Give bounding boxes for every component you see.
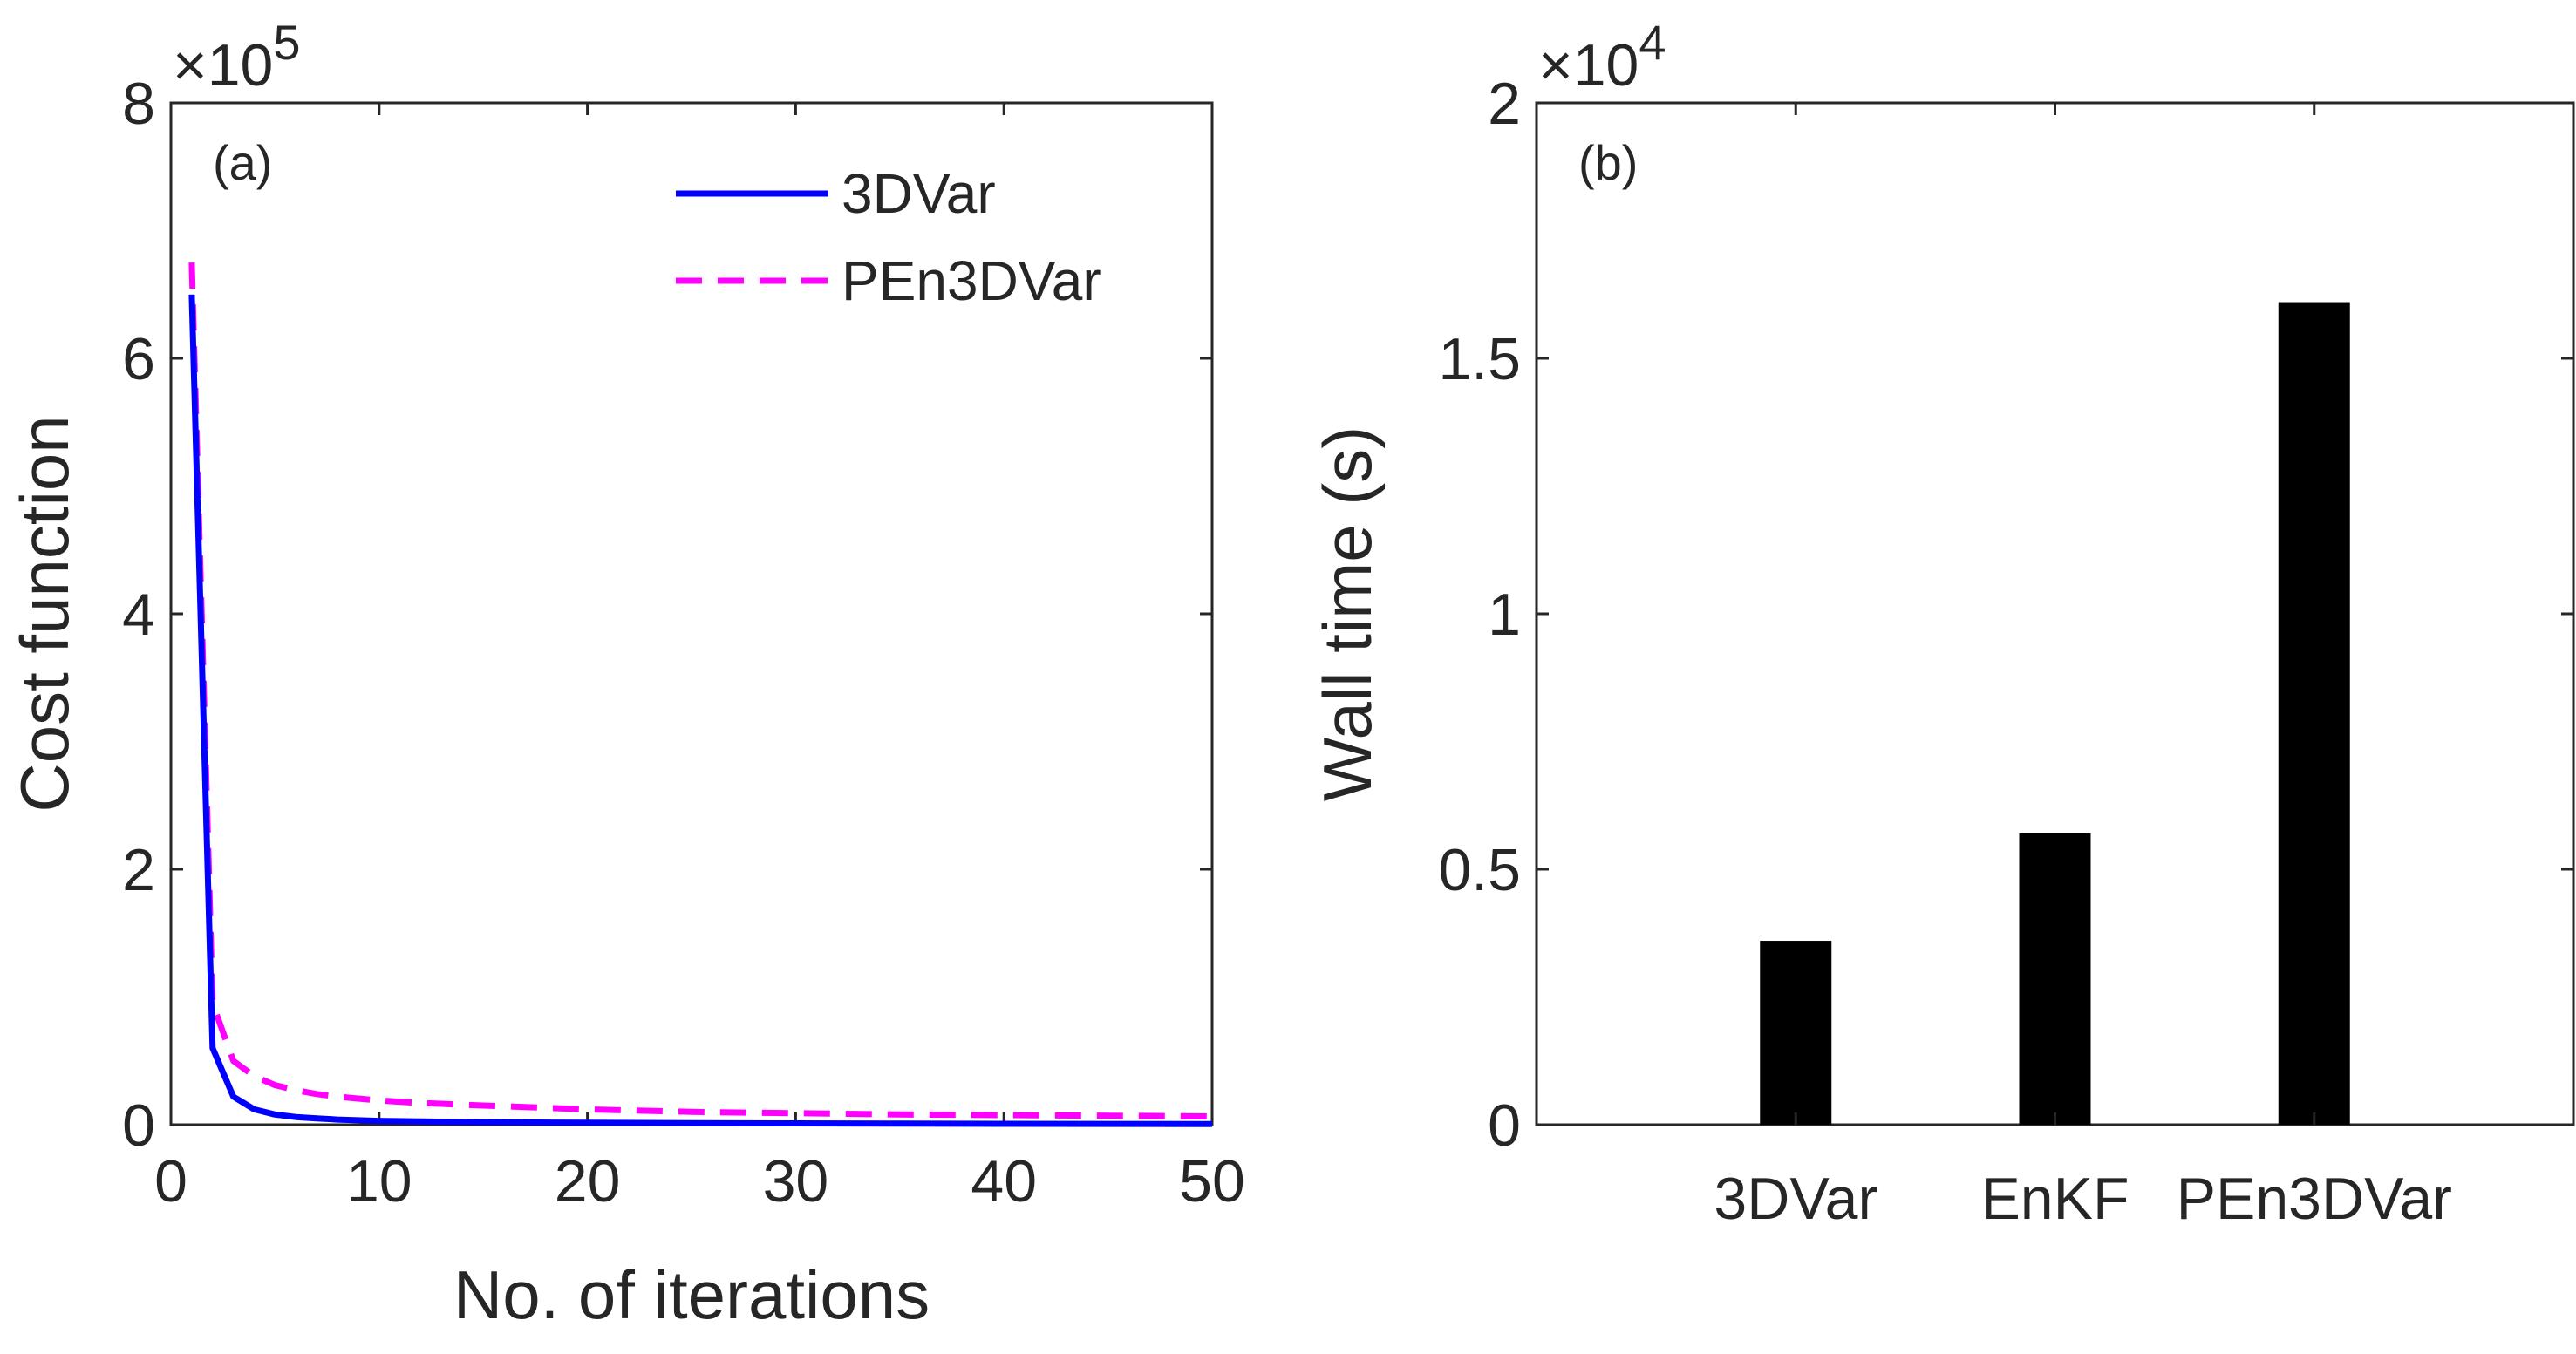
y-exponent-power: 5: [273, 15, 300, 70]
y-tick-label: 0.5: [1438, 837, 1521, 903]
x-axis-label: No. of iterations: [453, 1256, 930, 1333]
y-tick-label: 0: [122, 1092, 155, 1159]
category-label: EnKF: [1980, 1166, 2129, 1232]
x-tick-label: 50: [1179, 1148, 1245, 1215]
y-tick-label: 6: [122, 326, 155, 392]
panel-b-bar-chart: 0 0.5 1 1.5 2 ×104 Wall time (s) (b) 3DVar EnKF PE…: [1309, 15, 2575, 1232]
y-tick-label: 4: [122, 582, 155, 648]
panel-a-line-chart: 0 2 4 6 8 ×105 Cost function (a) 0 10 20 30 40 50 No. …: [6, 15, 1245, 1333]
x-tick-label: 30: [763, 1148, 829, 1215]
x-tick-label: 0: [154, 1148, 187, 1215]
y-tick-label: 2: [122, 837, 155, 903]
legend-label: 3DVar: [842, 162, 996, 225]
y-exponent-base: ×10: [173, 32, 273, 99]
legend-label: PEn3DVar: [842, 249, 1101, 312]
y-tick-label: 1.5: [1438, 326, 1521, 392]
series-line-3dvar: [188, 294, 1213, 1127]
y-tick-label: 0: [1488, 1092, 1521, 1159]
panel-label: (a): [213, 135, 272, 190]
series-line-pen3dvar: [188, 262, 1213, 1119]
y-exponent-label: ×105: [173, 15, 301, 99]
panel-label: (b): [1578, 135, 1638, 190]
bar-3dvar: [1760, 941, 1832, 1125]
x-tick-label: 20: [555, 1148, 621, 1215]
bar-enkf: [2019, 833, 2091, 1125]
y-tick-label: 8: [122, 71, 155, 137]
y-axis-label: Wall time (s): [1309, 426, 1386, 801]
x-tick-label: 40: [971, 1148, 1037, 1215]
category-label: 3DVar: [1714, 1166, 1877, 1232]
category-label: PEn3DVar: [2177, 1166, 2452, 1232]
y-exponent-label: ×104: [1538, 15, 1666, 99]
y-exponent-power: 4: [1639, 15, 1666, 70]
y-exponent-base: ×10: [1538, 32, 1639, 99]
x-tick-label: 10: [346, 1148, 412, 1215]
y-axis-label: Cost function: [6, 415, 83, 812]
bar-pen3dvar: [2278, 302, 2350, 1125]
y-tick-label: 2: [1488, 71, 1521, 137]
y-tick-label: 1: [1488, 582, 1521, 648]
